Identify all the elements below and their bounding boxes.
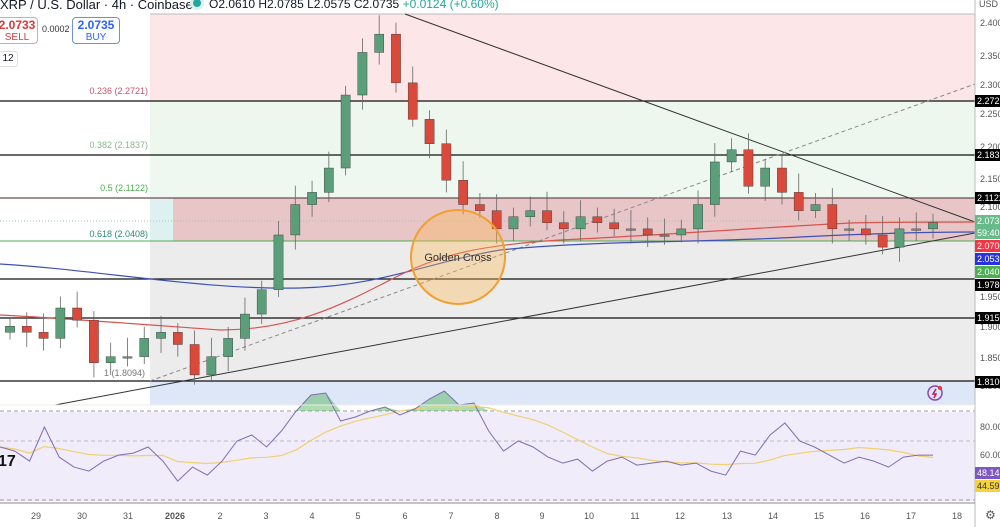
fib-zone-0618-1 bbox=[150, 241, 975, 381]
fib-label-0382: 0.382 (2.1837) bbox=[89, 140, 148, 150]
sell-label: SELL bbox=[4, 32, 30, 43]
price-tag-2272: 2.2721 bbox=[975, 95, 1000, 107]
time-label: 29 bbox=[30, 511, 42, 521]
time-label-year: 2026 bbox=[164, 511, 186, 521]
buy-label: BUY bbox=[85, 32, 107, 43]
settings-gear-icon[interactable]: ⚙ bbox=[985, 508, 996, 522]
svg-text:2.400: 2.400 bbox=[980, 18, 1000, 28]
time-label: 10 bbox=[583, 511, 595, 521]
time-label: 2 bbox=[217, 511, 223, 521]
symbol-title[interactable]: XRP / U.S. Dollar · 4h · Coinbase bbox=[0, 0, 193, 12]
fib-label-1: 1 (1.8094) bbox=[104, 368, 145, 378]
time-label: 7 bbox=[448, 511, 454, 521]
svg-text:1.950: 1.950 bbox=[980, 292, 1000, 302]
rsi-band bbox=[0, 412, 975, 501]
svg-text:60.00: 60.00 bbox=[980, 450, 1000, 460]
fib-zone-0382-05 bbox=[150, 155, 975, 198]
time-label: 14 bbox=[767, 511, 779, 521]
time-label: 6 bbox=[402, 511, 408, 521]
time-label: 18 bbox=[951, 511, 963, 521]
fib-zone-05-0618 bbox=[173, 198, 975, 241]
svg-text:2.200: 2.200 bbox=[980, 142, 1000, 152]
flash-alert-icon[interactable] bbox=[927, 385, 943, 401]
svg-text:2.300: 2.300 bbox=[980, 80, 1000, 90]
candlesticks bbox=[5, 15, 938, 385]
ma-blue-line bbox=[0, 231, 976, 289]
support-resistance-lines bbox=[0, 100, 975, 382]
ohlc-values: O2.0610 H2.0785 L2.0575 C2.0735 +0.0124 … bbox=[209, 0, 499, 11]
fib-label-05: 0.5 (2.1122) bbox=[100, 183, 148, 193]
price-tag-current: 2.0735 bbox=[975, 215, 1000, 227]
golden-cross-marker[interactable] bbox=[410, 209, 506, 305]
fib-zone-05-0618-left bbox=[150, 198, 173, 241]
time-label: 13 bbox=[721, 511, 733, 521]
fib-label-0236: 0.236 (2.2721) bbox=[89, 86, 148, 96]
ma-red-line bbox=[0, 221, 976, 331]
fib-zone-top bbox=[150, 14, 975, 101]
svg-text:2.350: 2.350 bbox=[980, 51, 1000, 61]
time-label: 9 bbox=[539, 511, 545, 521]
svg-text:2.100: 2.100 bbox=[980, 202, 1000, 212]
golden-cross-label: Golden Cross bbox=[424, 252, 492, 264]
rsi-ma-value-tag: 44.59 bbox=[975, 480, 1000, 492]
ascending-trendline[interactable] bbox=[54, 232, 976, 406]
tradingview-logo-icon: 17 bbox=[0, 453, 16, 470]
sell-button[interactable]: 2.0733 SELL bbox=[0, 17, 38, 44]
open-value: O2.0610 bbox=[209, 0, 256, 11]
time-label: 4 bbox=[309, 511, 315, 521]
low-value: L2.0575 bbox=[307, 0, 351, 11]
buy-price: 2.0735 bbox=[77, 18, 115, 32]
price-tag-1915: 1.9150 bbox=[975, 312, 1000, 324]
sell-price: 2.0733 bbox=[0, 18, 36, 32]
svg-text:1.850: 1.850 bbox=[980, 353, 1000, 363]
time-label: 5 bbox=[355, 511, 361, 521]
price-tag-ma-blue: 2.0530 bbox=[975, 253, 1000, 265]
price-tag-1810: 1.8100 bbox=[975, 376, 1000, 388]
svg-text:80.00: 80.00 bbox=[980, 422, 1000, 432]
price-tag-2112: 2.1122 bbox=[975, 192, 1000, 204]
time-label: 12 bbox=[674, 511, 686, 521]
time-label: 17 bbox=[905, 511, 917, 521]
descending-trendline[interactable] bbox=[404, 13, 976, 223]
price-tag-1978: 1.9780 bbox=[975, 279, 1000, 291]
dashed-trendline[interactable] bbox=[149, 83, 976, 382]
rsi-line bbox=[0, 390, 933, 482]
time-label: 11 bbox=[630, 511, 640, 521]
price-tag-2184: 2.1837 bbox=[975, 149, 1000, 161]
spread-value: 0.0002 bbox=[42, 24, 70, 34]
time-label: 30 bbox=[76, 511, 88, 521]
quantity-input[interactable]: 12 bbox=[0, 51, 18, 67]
market-open-indicator bbox=[193, 0, 201, 7]
close-value: C2.0735 bbox=[353, 0, 400, 11]
candle-countdown: 59:40 bbox=[975, 227, 1000, 239]
time-label: 8 bbox=[494, 511, 500, 521]
change-value: +0.0124 (+0.60%) bbox=[402, 0, 499, 11]
fib-zone-bottom bbox=[150, 381, 975, 405]
time-label: 31 bbox=[122, 511, 134, 521]
price-tag-ma-red: 2.0700 bbox=[975, 240, 1000, 252]
high-value: H2.0785 bbox=[258, 0, 304, 11]
fib-zone-0236-0382 bbox=[150, 101, 975, 155]
time-label: 16 bbox=[859, 511, 871, 521]
rsi-value-tag: 48.14 bbox=[975, 467, 1000, 479]
svg-text:2.150: 2.150 bbox=[980, 174, 1000, 184]
time-label: 15 bbox=[813, 511, 825, 521]
svg-text:2.250: 2.250 bbox=[980, 109, 1000, 119]
svg-text:USD: USD bbox=[979, 0, 999, 9]
time-label: 3 bbox=[263, 511, 269, 521]
fib-label-0618: 0.618 (2.0408) bbox=[89, 229, 148, 239]
rsi-ma-line bbox=[0, 405, 934, 466]
buy-button[interactable]: 2.0735 BUY bbox=[72, 17, 120, 44]
svg-text:1.900: 1.900 bbox=[980, 322, 1000, 332]
price-tag-0618: 2.0408 bbox=[975, 266, 1000, 278]
